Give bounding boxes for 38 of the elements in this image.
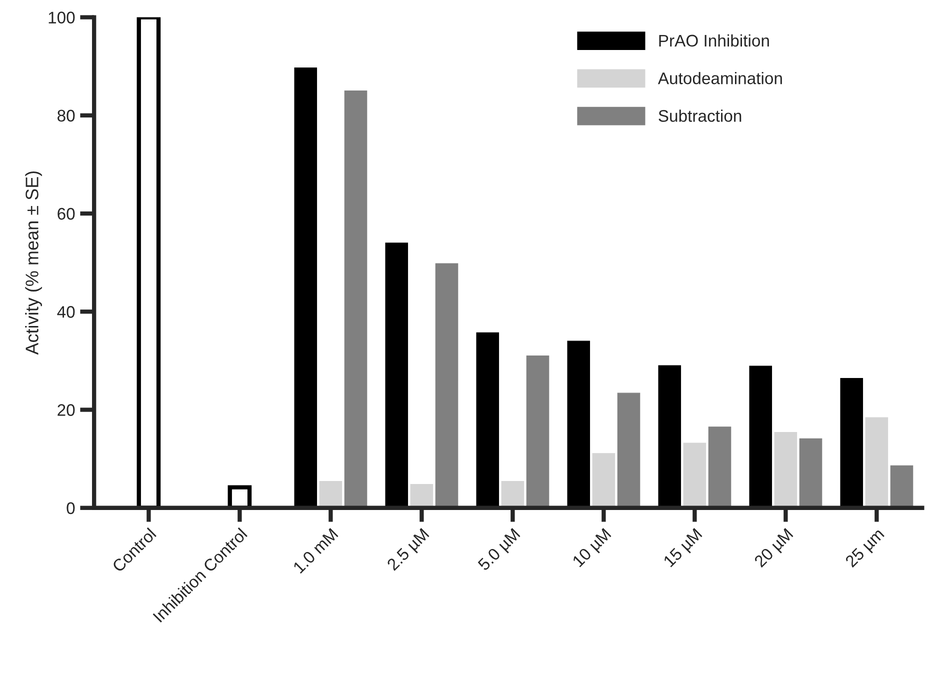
bar: [749, 366, 772, 508]
legend-label: Subtraction: [658, 110, 742, 122]
y-tick-label: 60: [58, 208, 75, 220]
x-tick-label: 2.5 µM: [386, 528, 432, 574]
bar: [617, 392, 640, 508]
bar: [708, 426, 732, 508]
x-tick-label: 10 µM: [572, 528, 614, 570]
x-tick-label: 20 µM: [754, 528, 796, 570]
x-tick-label: 15 µM: [663, 528, 705, 570]
bar: [890, 465, 914, 508]
legend-label: PrAO Inhibition: [659, 34, 769, 47]
bar: [799, 438, 822, 508]
y-tick-label: 80: [58, 110, 75, 122]
y-axis-title: Activity (% mean ± SE): [25, 171, 42, 355]
bar: [840, 378, 864, 508]
bar: [526, 355, 550, 508]
bar: [865, 417, 888, 508]
bar: [501, 481, 524, 508]
bar: [592, 453, 616, 508]
bar: [385, 242, 408, 508]
bar: [319, 481, 342, 508]
bar: [294, 67, 318, 508]
x-tick-label: 1.0 mM: [292, 528, 338, 574]
y-tick-label: 20: [58, 404, 75, 416]
legend-label: Autodeamination: [658, 72, 782, 84]
bar: [683, 442, 706, 508]
x-tick-label: 5.0 µM: [477, 528, 523, 574]
bar: [774, 432, 798, 508]
bar: [344, 90, 368, 508]
y-tick-label: 40: [57, 306, 75, 318]
y-tick-label: 100: [48, 12, 75, 24]
x-tick-label: 25 µm: [844, 528, 887, 570]
bar: [658, 365, 682, 508]
bar: [567, 340, 590, 508]
bar: [476, 332, 500, 508]
y-tick-label: 0: [66, 502, 75, 514]
bar: [435, 263, 458, 508]
bar: [410, 484, 434, 508]
